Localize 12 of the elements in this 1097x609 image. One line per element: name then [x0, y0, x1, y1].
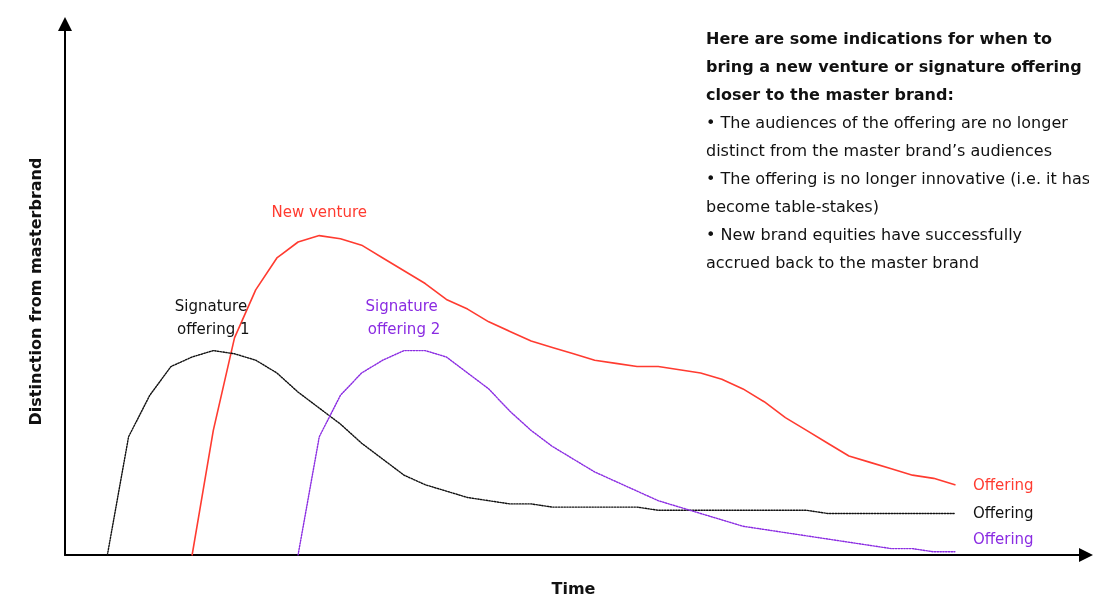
- series-label: New venture: [271, 203, 368, 222]
- annotation: Offering: [972, 530, 1034, 548]
- series-label: Signature offering 2: [365, 297, 443, 339]
- text: Here are some indications for when to bring a new venture or signature offering closer to the master brand:: [706, 28, 1082, 104]
- text: • The offering is no longer innovative (i.e. it has become table-stakes): [706, 168, 1091, 216]
- series-label: Signature offering 1: [174, 297, 252, 339]
- annotation: Offering: [972, 504, 1034, 522]
- annotation: Offering: [972, 475, 1034, 494]
- annotation: • New brand equities have successfully accrued back to the master brand: [706, 224, 1023, 272]
- y-axis-title: Distinction from masterbrand: [25, 157, 45, 426]
- x-axis-title: Time: [551, 578, 596, 598]
- text: • The audiences of the offering are no longer distinct from the master brand’s audiences: [706, 112, 1069, 160]
